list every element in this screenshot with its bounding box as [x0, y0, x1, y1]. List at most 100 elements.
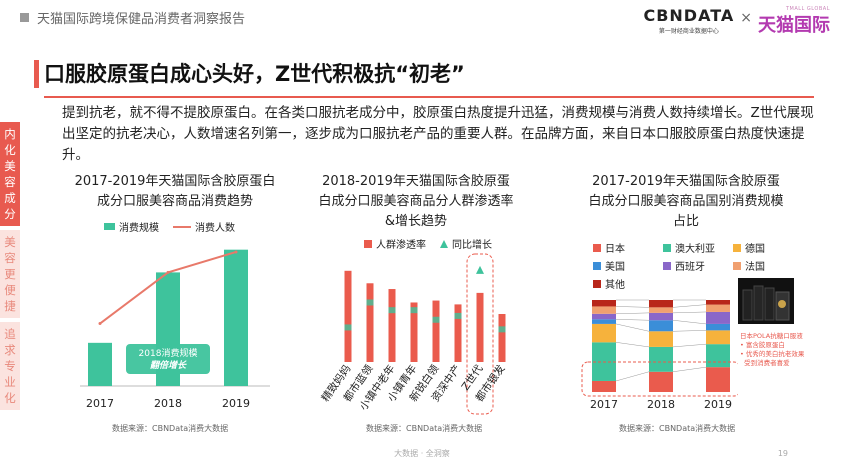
chart3-segment-2017-美国: [592, 319, 616, 324]
chart2-bar-Z世代: [476, 292, 484, 362]
chart3-legend: 日本 澳大利亚 德国美国 西班牙 法国其他: [593, 240, 783, 291]
chart2-marker-资深中产: [454, 312, 462, 319]
chart3-connector-0-3: [615, 319, 650, 321]
chart1-bar-2017: [88, 342, 112, 386]
chart3-legend-label-5: 法国: [745, 262, 765, 273]
cbndata-logo: CBNDATA 第一财经商业数据中心: [643, 6, 734, 35]
chart1-legend-swatch-bar: [104, 223, 115, 230]
chart1-bar-2019: [224, 249, 248, 386]
chart2-title: 2018-2019年天猫国际含胶原蛋白成分口服美容商品分人群渗透率&增长趋势: [318, 174, 514, 229]
chart3-segment-2018-其他: [649, 300, 673, 308]
chart2-marker-精致妈妈: [344, 324, 352, 331]
report-title: 天猫国际跨境保健品消费者洞察报告: [37, 12, 246, 27]
cbndata-logo-text: CBNDATA: [643, 6, 735, 25]
chart3-connector-1-5: [672, 304, 707, 308]
chart1-annotation-box: [126, 344, 210, 374]
chart2-legend-item-marker: 同比增长: [440, 236, 492, 251]
side-tab-ingredients[interactable]: 内化美容成分: [0, 122, 20, 226]
chart3-legend-item-4: 西班牙: [663, 258, 733, 273]
chart3-legend-item-5: 法国: [733, 258, 783, 273]
chart2-bar-资深中产: [454, 304, 462, 362]
side-tab-professional[interactable]: 追求专业化: [0, 322, 20, 410]
chart2-bar-新锐白领: [432, 300, 440, 362]
title-accent-bar: [34, 60, 39, 88]
chart3-segment-2017-日本: [592, 380, 616, 392]
side-nav: 内化美容成分 美容更便捷 追求专业化: [0, 122, 20, 410]
chart3-legend-label-4: 西班牙: [675, 262, 705, 273]
chart3-title: 2017-2019年天猫国际含胶原蛋白成分口服美容商品国别消费规模占比: [588, 174, 784, 229]
chart3-segment-2018-美国: [649, 320, 673, 332]
chart2-marker-都市蓝领: [366, 299, 374, 306]
chart3-legend-item-0: 日本: [593, 240, 663, 255]
page-number: 19: [777, 449, 788, 458]
chart1-legend-item-line: 消费人数: [173, 219, 235, 234]
chart1-annotation-line2: 翻倍增长: [150, 360, 187, 371]
chart3-x-tick-2019: 2019: [704, 398, 732, 411]
chart3-segment-2017-西班牙: [592, 313, 616, 320]
chart2-legend: 人群渗透率 同比增长: [364, 236, 492, 251]
logo-separator: ×: [740, 10, 752, 26]
chart3-segment-2019-其他: [706, 300, 730, 305]
chart2-legend-label-marker: 同比增长: [452, 240, 492, 251]
pola-point1: • 富含胶原蛋白: [740, 341, 785, 349]
chart2-bar-都市银发: [498, 314, 506, 362]
chart3-legend-item-3: 美国: [593, 258, 663, 273]
pola-point2: • 优秀的美白抗老效果: [740, 350, 805, 358]
chart3-connector-0-5: [615, 306, 650, 308]
chart1-line-point-2019: [234, 250, 238, 254]
chart3-legend-label-1: 澳大利亚: [675, 244, 715, 255]
chart3-legend-label-3: 美国: [605, 262, 625, 273]
chart3-connector-1-2: [672, 330, 707, 332]
chart3-connector-0-0: [615, 371, 650, 382]
pola-annotation: 日本POLA抗糖口服液 • 富含胶原蛋白 • 优秀的美白抗老效果 受到消费者喜爱: [740, 332, 804, 368]
tmall-logo-text: 天猫国际: [758, 15, 830, 36]
chart3-connector-1-3: [672, 319, 707, 325]
header-bullet-icon: [20, 13, 29, 22]
chart3-connector-1-0: [672, 366, 707, 373]
chart1-legend-swatch-line: [173, 225, 191, 228]
chart3-highlight-box: [581, 361, 738, 397]
chart2-legend-label-bar: 人群渗透率: [376, 240, 426, 251]
chart3-legend-swatch-4: [663, 261, 671, 270]
chart3-legend-swatch-2: [733, 243, 741, 252]
chart2-marker-Z世代: [476, 265, 484, 274]
chart2-bar-都市蓝领: [366, 283, 374, 362]
chart1-source: 数据来源：CBNData消费大数据: [112, 424, 229, 433]
chart3-legend-item-1: 澳大利亚: [663, 240, 733, 255]
side-tab-convenience[interactable]: 美容更便捷: [0, 230, 20, 318]
chart3-segment-2019-美国: [706, 323, 730, 331]
chart3-legend-swatch-6: [593, 279, 601, 288]
chart3-legend-swatch-5: [733, 261, 741, 270]
chart3-segment-2019-日本: [706, 367, 730, 392]
chart2-bar-小镇中老年: [388, 289, 396, 362]
chart3-legend-label-2: 德国: [745, 244, 765, 255]
cbndata-logo-subtitle: 第一财经商业数据中心: [658, 28, 719, 35]
chart3-segment-2019-法国: [706, 304, 730, 312]
chart3-segment-2017-法国: [592, 306, 616, 314]
chart2-bar-精致妈妈: [344, 270, 352, 362]
logo-group: CBNDATA 第一财经商业数据中心 × TMALL GLOBAL 天猫国际: [643, 6, 830, 37]
chart2-marker-小镇中老年: [388, 307, 396, 314]
pola-product-image: [738, 278, 794, 324]
chart3-legend-swatch-0: [593, 243, 601, 252]
chart3-legend-item-6: 其他: [593, 276, 663, 291]
chart1-line-point-2018: [166, 270, 170, 274]
chart3-connector-0-2: [615, 323, 650, 332]
chart3-connector-1-1: [672, 343, 707, 348]
chart2-legend-swatch-marker: [440, 239, 448, 248]
tmall-global-logo: TMALL GLOBAL 天猫国际: [758, 6, 830, 37]
pola-point1-text: 富含胶原蛋白: [745, 341, 785, 349]
chart3-segment-2019-德国: [706, 330, 730, 345]
chart3-segment-2018-法国: [649, 307, 673, 313]
chart3-segment-2018-西班牙: [649, 312, 673, 321]
chart1-x-tick-2017: 2017: [86, 397, 114, 410]
chart1-legend-item-bar: 消费规模: [104, 219, 159, 234]
chart2-marker-新锐白领: [432, 316, 440, 323]
chart3-legend-item-2: 德国: [733, 240, 783, 255]
chart3-x-tick-2018: 2018: [647, 398, 675, 411]
intro-paragraph: 提到抗老，就不得不提胶原蛋白。在各类口服抗老成分中，胶原蛋白热度提升迅猛，消费规…: [62, 105, 814, 163]
chart1-annotation-line1: 2018消费规模: [139, 347, 198, 359]
chart3-segment-2019-澳大利亚: [706, 344, 730, 368]
chart2-legend-item-bar: 人群渗透率: [364, 236, 426, 251]
